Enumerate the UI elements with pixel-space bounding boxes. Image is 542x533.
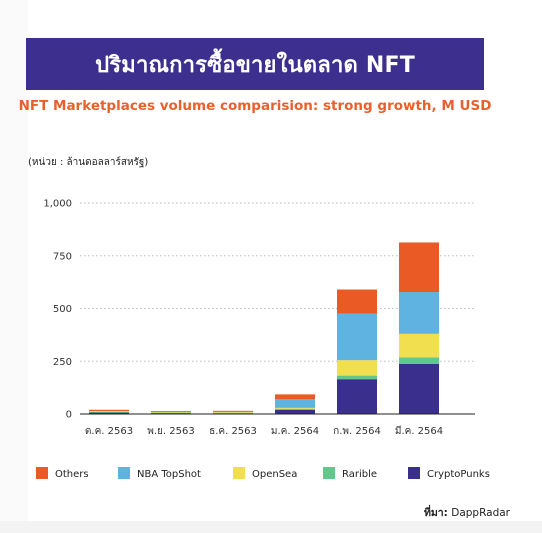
legend-item: Rarible (323, 467, 377, 480)
bar-segment (399, 292, 439, 334)
source-value: DappRadar (451, 507, 510, 519)
bar-segment (275, 394, 315, 400)
bar-segment (89, 411, 129, 413)
legend-swatch (118, 467, 130, 479)
legend-label: Rarible (342, 469, 377, 480)
bar-segment (89, 409, 129, 412)
bar-segment (89, 411, 129, 412)
bar-segment (275, 399, 315, 408)
legend-item: OpenSea (233, 467, 297, 480)
bar-segment (337, 360, 377, 376)
y-tick-label: 1,000 (43, 199, 72, 210)
bar-segment (399, 363, 439, 414)
bar-segment (399, 242, 439, 293)
legend-label: OpenSea (252, 469, 297, 480)
bar-segment (275, 408, 315, 410)
bar-segment (275, 407, 315, 409)
legend-swatch (36, 467, 48, 479)
x-tick-labels: ต.ค. 2563 พ.ย. 2563 ธ.ค. 2563 ม.ค. 2564 ก.พ.… (85, 425, 443, 437)
bar-segment (151, 411, 191, 413)
bar-segment (151, 412, 191, 414)
legend-swatch (408, 467, 420, 479)
bar-segment (337, 313, 377, 361)
legend-label: CryptoPunks (427, 469, 490, 480)
bar-segment (213, 410, 253, 412)
legend-label: NBA TopShot (137, 469, 201, 480)
source-label: ที่มา: (423, 507, 448, 519)
bar-segment (151, 412, 191, 414)
source-note: ที่มา: DappRadar (424, 504, 510, 521)
y-tick-label: 750 (53, 251, 72, 262)
legend-item: NBA TopShot (118, 467, 201, 480)
x-tick-label: ธ.ค. 2563 (209, 426, 257, 437)
bar-segment (275, 409, 315, 414)
bar-segment (337, 289, 377, 314)
chart-subtitle: NFT Marketplaces volume comparision: str… (18, 98, 492, 114)
y-tick-labels: 0 250 500 750 1,000 (43, 199, 72, 421)
y-tick-label: 0 (66, 410, 72, 421)
bar-segment (337, 375, 377, 380)
x-tick-label: พ.ย. 2563 (147, 426, 194, 437)
bars (89, 242, 439, 414)
x-tick-label: มี.ค. 2564 (395, 425, 443, 437)
x-tick-label: ม.ค. 2564 (271, 426, 319, 437)
legend: Others NBA TopShot OpenSea Rarible CryptoPun… (36, 467, 490, 480)
legend-item: CryptoPunks (408, 467, 490, 480)
x-tick-label: ต.ค. 2563 (85, 426, 133, 437)
bar-segment (337, 379, 377, 414)
y-tick-label: 500 (53, 304, 72, 315)
unit-label: (หน่วย : ล้านดอลลาร์สหรัฐ) (28, 157, 149, 168)
legend-item: Others (36, 467, 89, 480)
y-tick-label: 250 (53, 357, 72, 368)
bar-segment (89, 412, 129, 414)
legend-label: Others (55, 469, 89, 480)
bar-segment (399, 333, 439, 358)
banner-title: ปริมาณการซื้อขายในตลาด NFT (26, 38, 484, 90)
bar-segment (213, 411, 253, 413)
legend-swatch (233, 467, 245, 479)
x-tick-label: ก.พ. 2564 (333, 426, 381, 437)
bar-segment (151, 411, 191, 412)
footer-shade (0, 521, 542, 533)
bar-segment (213, 412, 253, 414)
bar-segment (399, 357, 439, 364)
left-edge (0, 0, 28, 533)
legend-swatch (323, 467, 335, 479)
